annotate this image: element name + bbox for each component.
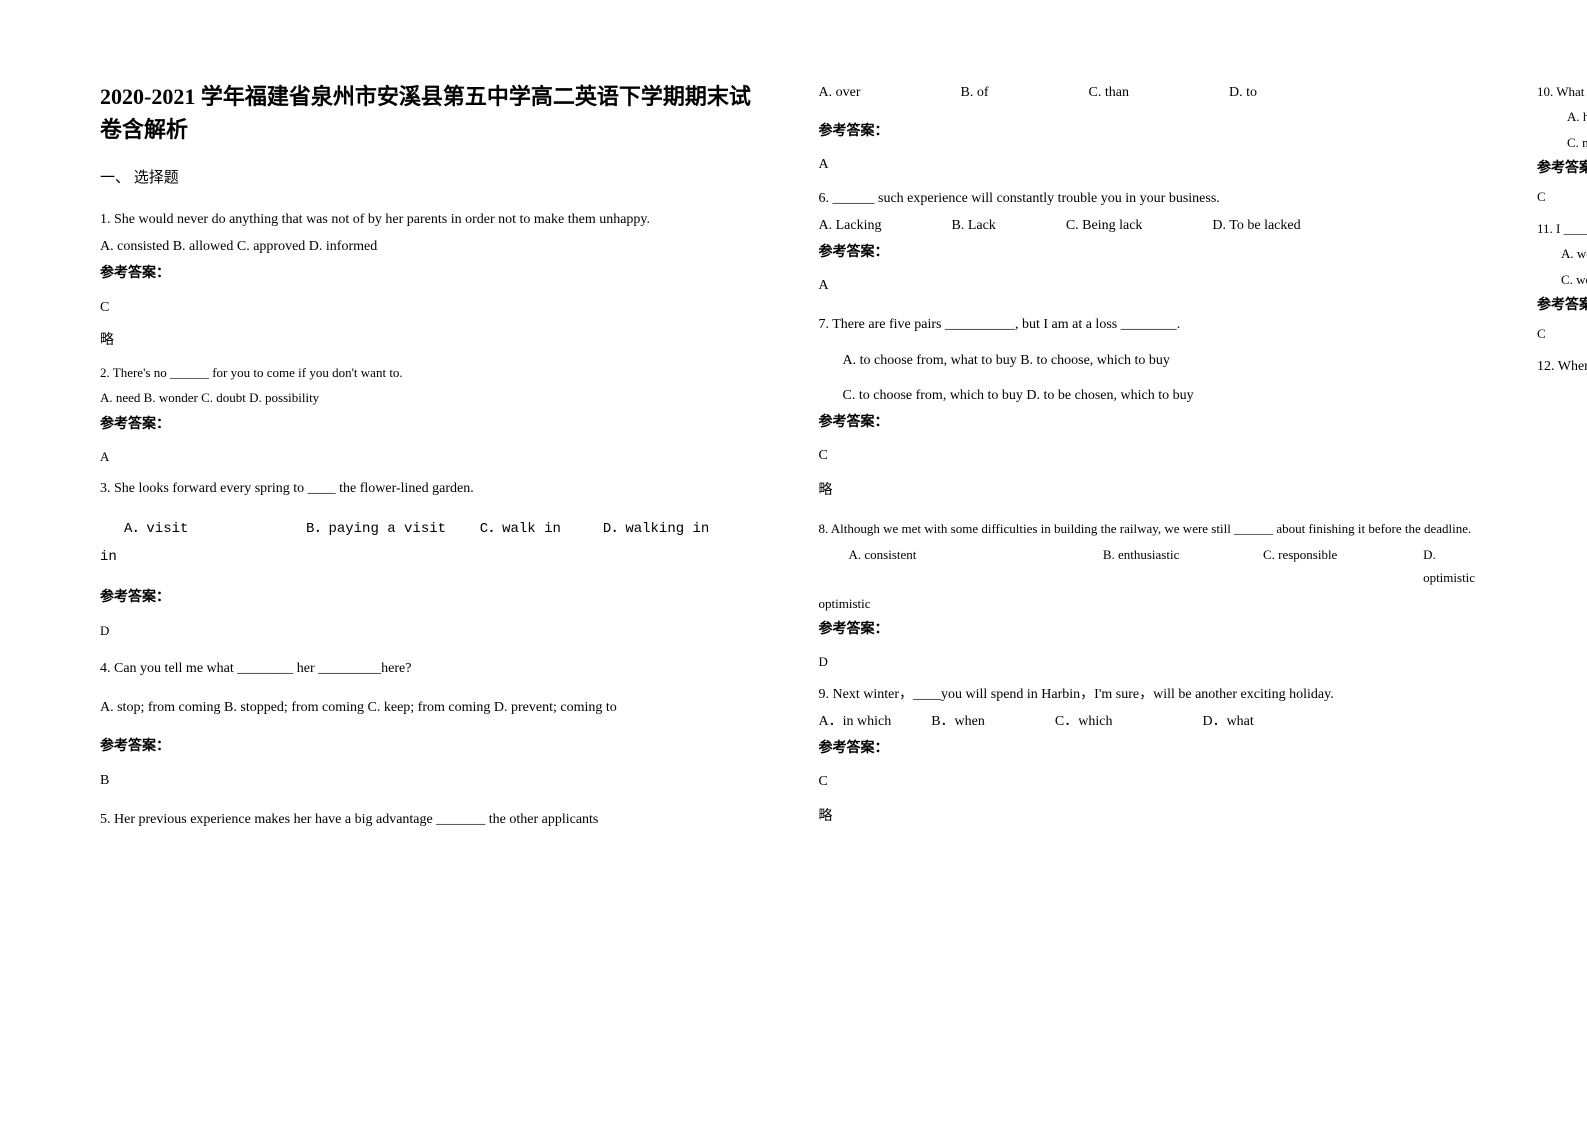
q8-opt-b: B. enthusiastic [1103,543,1263,590]
question-2: 2. There's no ______ for you to come if … [100,361,769,468]
question-6: 6. ______ such experience will constantl… [819,186,1488,299]
q9-opt-c: C．which [1055,709,1113,734]
answer-label: 参考答案： [100,734,769,759]
answer-label: 参考答案： [100,261,769,286]
q3-text: 3. She looks forward every spring to ___… [100,476,769,501]
q9-opt-a: A．in which [819,709,892,734]
q4-text: 4. Can you tell me what ________ her ___… [100,656,769,681]
question-4: 4. Can you tell me what ________ her ___… [100,656,769,793]
q11-text: 11. I ____the trouble if only I ____my p… [1537,217,1587,240]
question-8: 8. Although we met with some difficultie… [819,517,1488,673]
q7-answer: C [819,443,1488,468]
q10-opts-row2: C. not half as wide as D. as wide as not… [1537,131,1587,154]
q8-opt-d-letter: D. optimistic [1423,543,1487,590]
q10-opt-c: C. not half as wide as [1537,131,1587,154]
q8-opt-a: A. consistent [819,543,1103,590]
answer-label: 参考答案： [819,119,1488,144]
omit-text: 略 [100,328,769,353]
answer-label: 参考答案： [819,410,1488,435]
q5-opt-c: C. than [1089,80,1129,105]
q6-opt-c: C. Being lack [1066,213,1143,238]
question-12: 12. When they came in, Mr. Harris ______… [1537,354,1587,379]
q8-text: 8. Although we met with some difficultie… [819,517,1488,540]
q9-text: 9. Next winter，____you will spend in Har… [819,682,1488,707]
q9-answer: C [819,769,1488,794]
q5-answer: A [819,152,1488,177]
q11-opts-1: A. would have avoided, listen to B. will… [1537,242,1587,265]
q6-opt-a: A. Lacking [819,213,882,238]
omit-text: 略 [819,804,1488,829]
q11-answer: C [1537,322,1587,345]
omit-text: 略 [819,478,1488,503]
q6-text: 6. ______ such experience will constantl… [819,186,1488,211]
q4-options: A. stop; from coming B. stopped; from co… [100,695,769,720]
q2-options: A. need B. wonder C. doubt D. possibilit… [100,386,769,409]
q10-opts-row1: A. half not as wide as B. wide not as ha… [1537,105,1587,128]
answer-label: 参考答案： [819,240,1488,265]
document-title: 2020-2021 学年福建省泉州市安溪县第五中学高二英语下学期期末试卷含解析 [100,80,769,146]
q3-options-line1: A．visit B．paying a visit C．walk in D．wal… [100,515,769,543]
section-heading: 一、 选择题 [100,166,769,187]
question-11: 11. I ____the trouble if only I ____my p… [1537,217,1587,346]
q10-text: 10. What a table! I have never seen such… [1537,80,1587,103]
q9-options: A．in which B．when C．which D．what [819,709,1488,734]
answer-label: 参考答案： [819,736,1488,761]
question-3: 3. She looks forward every spring to ___… [100,476,769,642]
q8-answer: D [819,650,1488,673]
q3-opt-c: C．walk in [480,521,561,537]
q12-text: 12. When they came in, Mr. Harris ______… [1537,354,1587,379]
question-1: 1. She would never do anything that was … [100,207,769,353]
answer-label: 参考答案： [1537,156,1587,181]
q4-answer: B [100,768,769,793]
answer-label: 参考答案： [100,412,769,437]
q1-options: A. consisted B. allowed C. approved D. i… [100,234,769,259]
q9-opt-b: B．when [931,709,985,734]
q2-answer: A [100,445,769,468]
q2-text: 2. There's no ______ for you to come if … [100,361,769,384]
q1-text: 1. She would never do anything that was … [100,207,769,232]
q8-options: A. consistent B. enthusiastic C. respons… [819,543,1488,590]
q5-text: 5. Her previous experience makes her hav… [100,807,769,832]
q5-opt-b: B. of [961,80,989,105]
q10-answer: C [1537,185,1587,208]
q1-answer: C [100,295,769,320]
q3-opt-d-cont: in [100,543,769,571]
q10-opt-a: A. half not as wide as [1537,105,1587,128]
q6-options: A. Lacking B. Lack C. Being lack D. To b… [819,213,1488,238]
answer-label: 参考答案： [100,585,769,610]
q7-opts-2: C. to choose from, which to buy D. to be… [819,383,1488,408]
question-7: 7. There are five pairs __________, but … [819,312,1488,503]
q3-opt-b: B．paying a visit [306,521,446,537]
q3-answer: D [100,619,769,642]
q9-opt-d: D．what [1202,709,1253,734]
question-10: 10. What a table! I have never seen such… [1537,80,1587,209]
q6-opt-d: D. To be lacked [1212,213,1300,238]
q5-opt-a: A. over [819,80,861,105]
answer-label: 参考答案： [819,617,1488,642]
q5-options: A. over B. of C. than D. to [819,80,1488,105]
q8-opt-c: C. responsible [1263,543,1423,590]
q6-answer: A [819,273,1488,298]
q3-opt-a: A．visit [124,521,188,537]
q7-text: 7. There are five pairs __________, but … [819,312,1488,337]
q11-opts-2: C. would have avoided, had listened to C… [1537,268,1587,291]
q5-opt-d: D. to [1229,80,1257,105]
q6-opt-b: B. Lack [951,213,995,238]
q8-opt-d-text: optimistic [819,592,1488,615]
question-9: 9. Next winter，____you will spend in Har… [819,682,1488,830]
q7-opts-1: A. to choose from, what to buy B. to cho… [819,348,1488,373]
answer-label: 参考答案： [1537,293,1587,318]
q3-opt-d: D．walking in [603,521,709,537]
